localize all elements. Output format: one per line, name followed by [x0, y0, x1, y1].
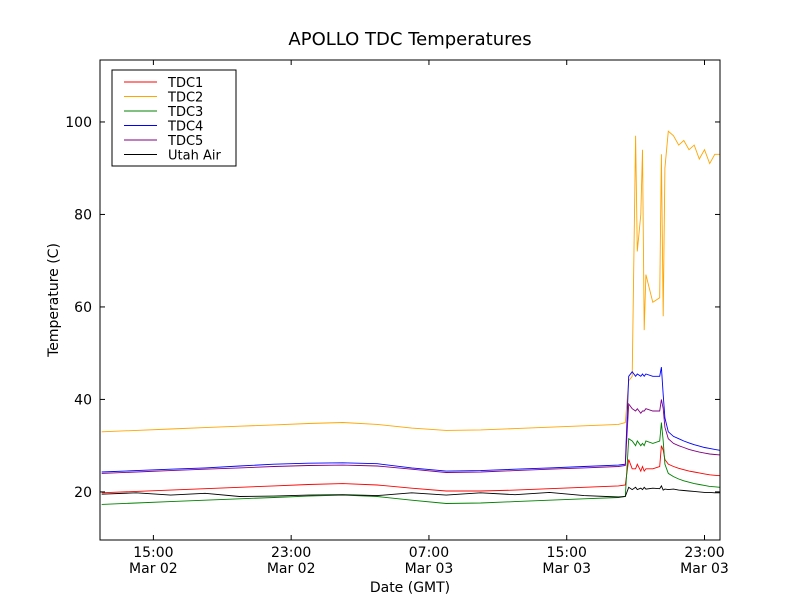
y-tick-label: 80: [74, 207, 92, 223]
series-line-tdc1: [101, 445, 720, 494]
legend-label: Utah Air: [168, 149, 221, 164]
x-tick-label-time: 15:00: [133, 545, 173, 561]
x-tick-label-time: 23:00: [271, 545, 311, 561]
plot-frame: [99, 59, 721, 541]
y-tick-label: 20: [74, 485, 92, 501]
series-line-tdc2: [101, 130, 720, 433]
series-line-utah-air: [101, 484, 720, 498]
y-tick-label: 40: [74, 392, 92, 408]
x-tick-label-date: Mar 03: [680, 561, 729, 577]
legend-label: TDC3: [167, 105, 203, 120]
y-tick-label: 60: [74, 300, 92, 316]
x-axis-label: Date (GMT): [370, 580, 450, 596]
x-tick-label-date: Mar 02: [129, 561, 178, 577]
x-tick-label-time: 07:00: [409, 545, 449, 561]
series-line-tdc3: [101, 422, 720, 505]
x-tick-label-time: 23:00: [684, 545, 724, 561]
x-tick-label-date: Mar 03: [542, 561, 591, 577]
legend-box: [111, 69, 237, 167]
legend-label: TDC4: [167, 120, 203, 135]
x-tick-label-time: 15:00: [547, 545, 587, 561]
series-line-tdc5: [101, 399, 720, 474]
x-tick-label-date: Mar 02: [267, 561, 316, 577]
series-line-tdc4: [101, 367, 720, 473]
y-tick-label: 100: [65, 115, 92, 131]
x-tick-label-date: Mar 03: [405, 561, 454, 577]
legend-label: TDC5: [167, 134, 203, 149]
y-axis-label: Temperature (C): [46, 243, 62, 358]
legend-label: TDC1: [167, 76, 203, 91]
chart-title: APOLLO TDC Temperatures: [288, 29, 531, 50]
legend-label: TDC2: [167, 91, 203, 106]
